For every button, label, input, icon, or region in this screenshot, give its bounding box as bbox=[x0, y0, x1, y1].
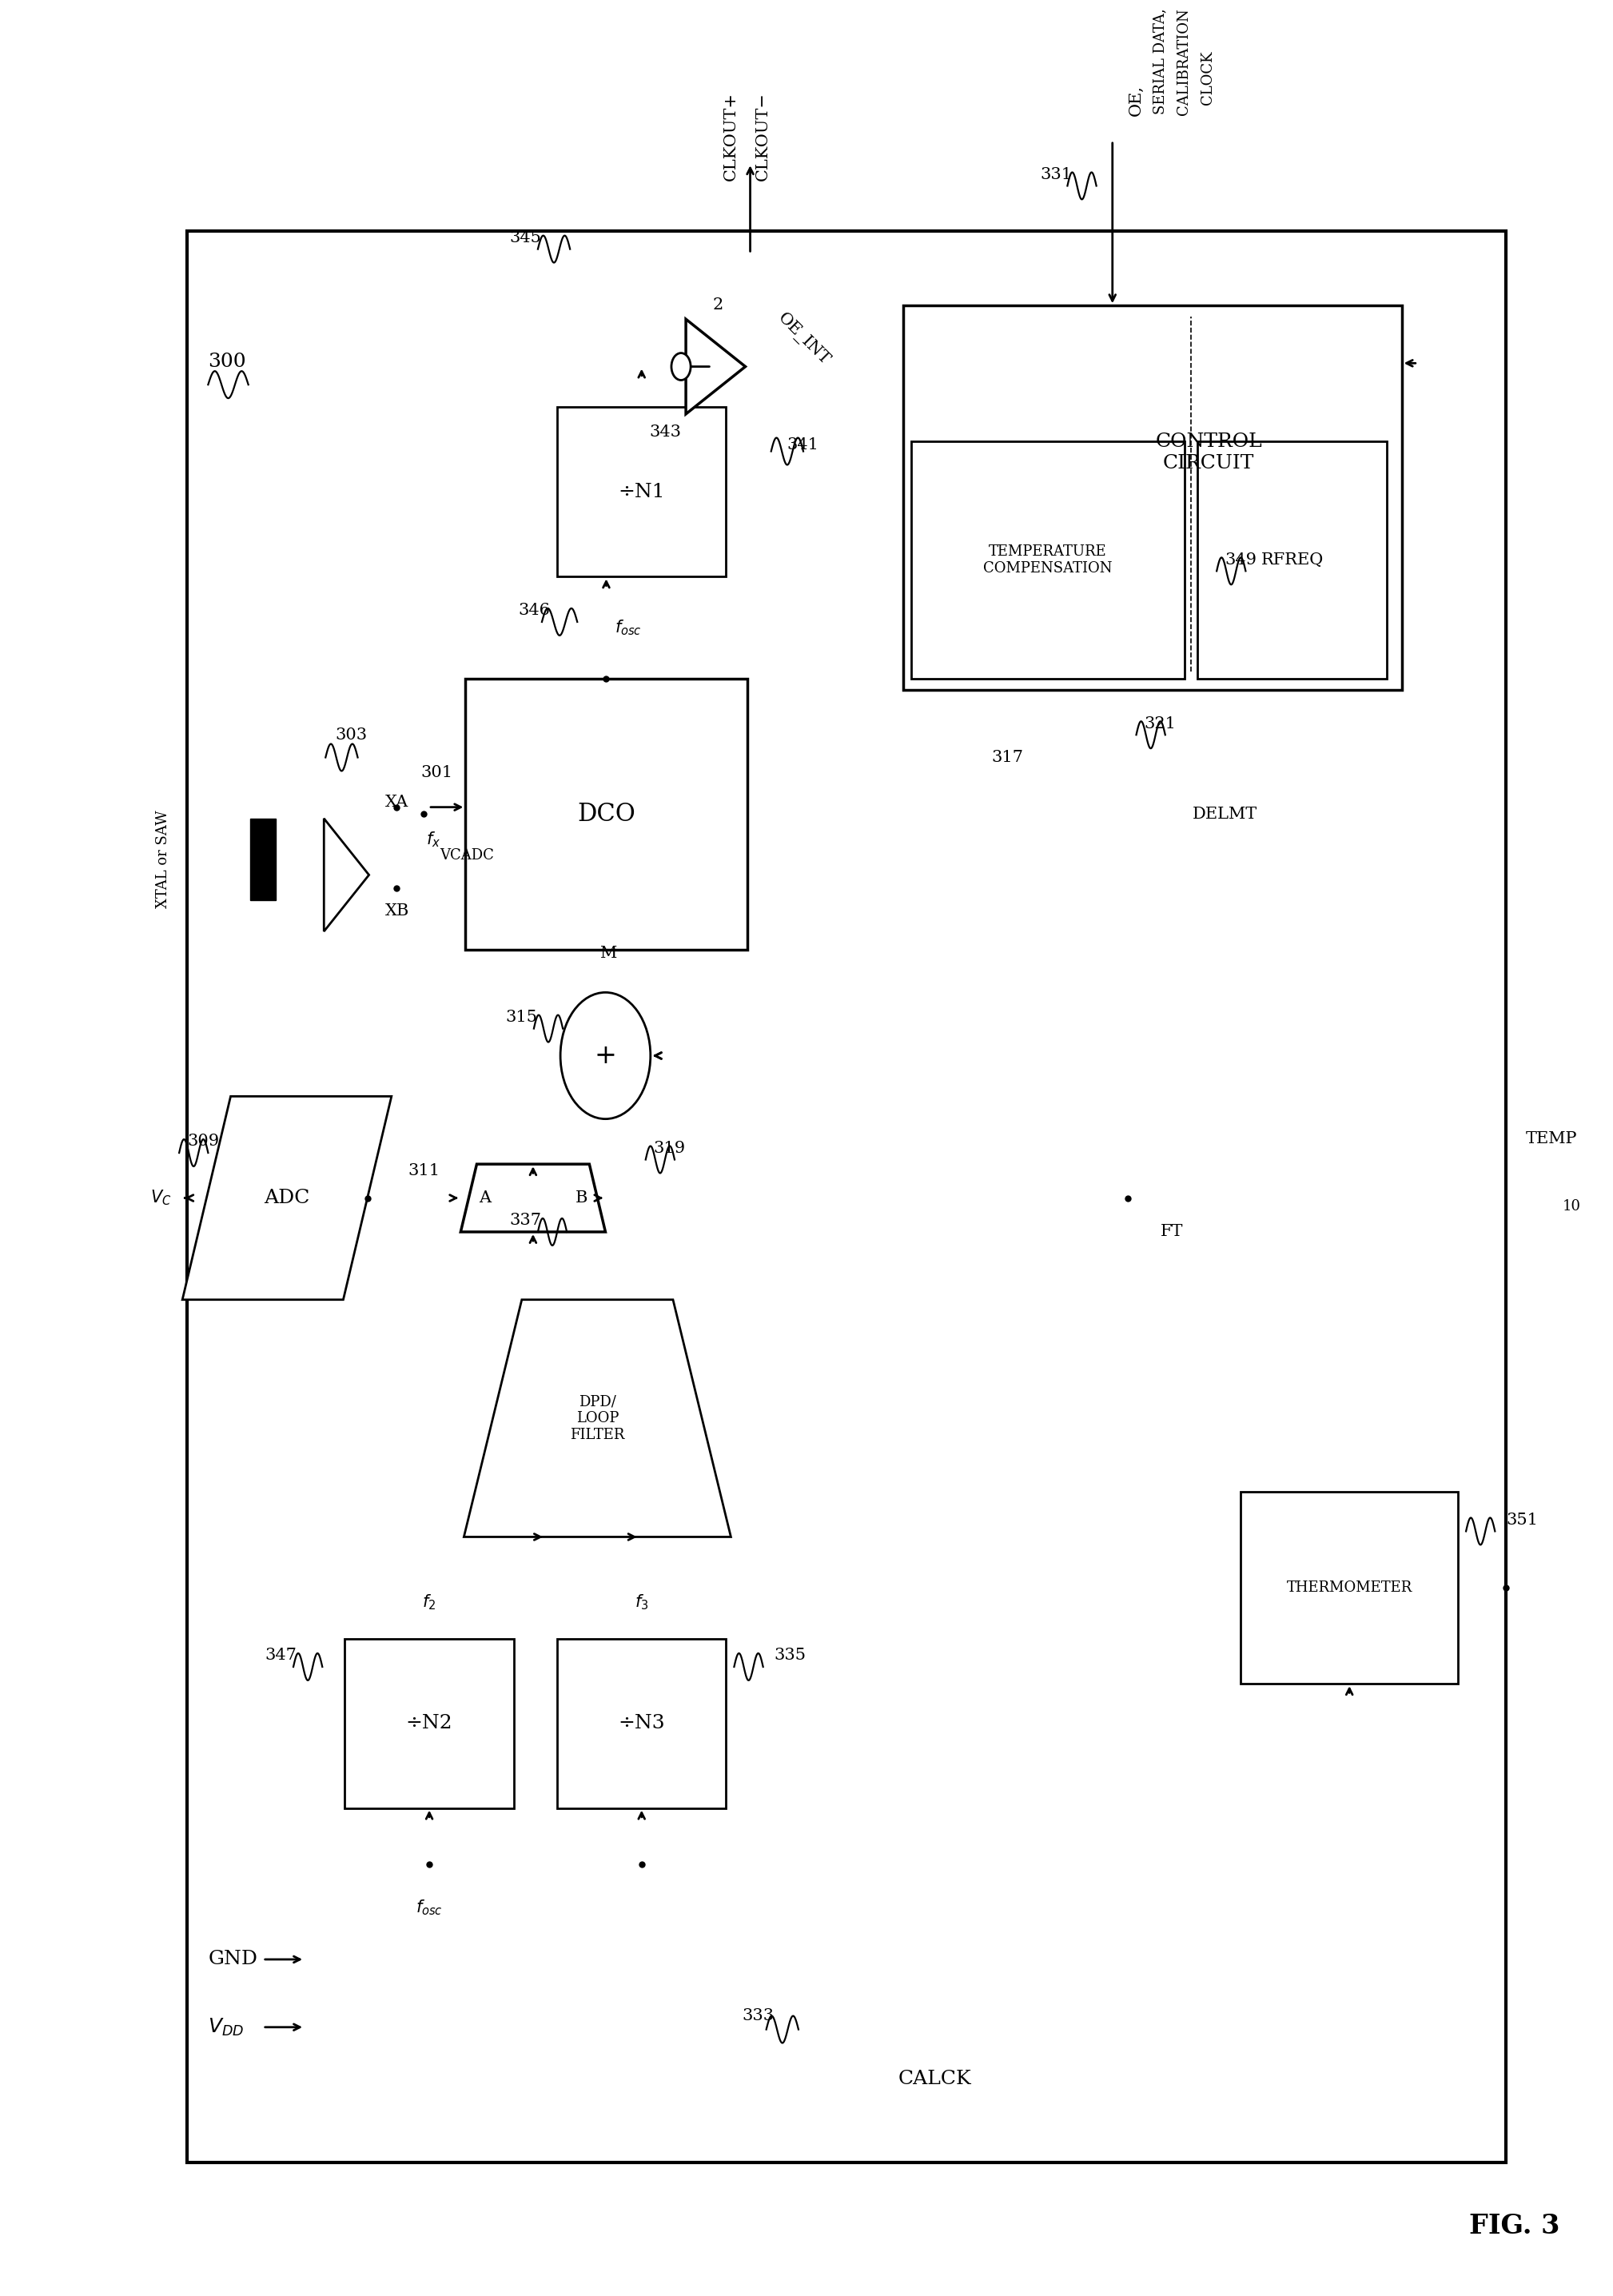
Circle shape bbox=[671, 354, 690, 381]
Text: 10: 10 bbox=[1563, 1199, 1581, 1215]
Text: 317: 317 bbox=[992, 751, 1024, 765]
Text: 333: 333 bbox=[742, 2009, 774, 2023]
Text: CLOCK: CLOCK bbox=[1202, 51, 1215, 103]
Bar bbox=[903, 305, 1402, 689]
Text: M: M bbox=[600, 946, 618, 960]
Polygon shape bbox=[324, 817, 369, 932]
Bar bbox=[466, 677, 747, 951]
Bar bbox=[911, 441, 1184, 677]
Bar bbox=[1240, 1492, 1458, 1683]
Text: $f_3$: $f_3$ bbox=[634, 1593, 648, 1612]
Text: $f_{osc}$: $f_{osc}$ bbox=[615, 618, 642, 636]
Text: 335: 335 bbox=[774, 1649, 806, 1662]
Text: CLKOUT−: CLKOUT− bbox=[755, 92, 771, 181]
Text: CALIBRATION: CALIBRATION bbox=[1177, 9, 1190, 115]
Text: TEMP: TEMP bbox=[1526, 1132, 1578, 1146]
Text: $V_C$: $V_C$ bbox=[150, 1189, 171, 1208]
Text: 2: 2 bbox=[713, 296, 723, 312]
Text: $f_{osc}$: $f_{osc}$ bbox=[416, 1899, 444, 1917]
Text: DELMT: DELMT bbox=[1192, 806, 1258, 822]
Text: 315: 315 bbox=[505, 1010, 537, 1024]
Text: 349: 349 bbox=[1224, 551, 1257, 567]
Text: DCO: DCO bbox=[577, 801, 636, 827]
Text: +: + bbox=[594, 1042, 616, 1068]
Text: $f_2$: $f_2$ bbox=[423, 1593, 436, 1612]
Text: ÷N3: ÷N3 bbox=[618, 1715, 665, 1733]
Text: CLKOUT+: CLKOUT+ bbox=[723, 92, 739, 181]
Text: 346: 346 bbox=[518, 604, 550, 618]
Text: A: A bbox=[479, 1189, 490, 1205]
Bar bbox=[556, 1639, 726, 1807]
Text: B: B bbox=[576, 1189, 587, 1205]
Text: 345: 345 bbox=[510, 230, 540, 246]
Text: XB: XB bbox=[386, 905, 410, 918]
Text: VCADC: VCADC bbox=[440, 847, 494, 863]
Text: RFREQ: RFREQ bbox=[1261, 551, 1324, 567]
Text: ÷N2: ÷N2 bbox=[406, 1715, 453, 1733]
Text: CALCK: CALCK bbox=[898, 2071, 973, 2089]
Text: DPD/
LOOP
FILTER: DPD/ LOOP FILTER bbox=[569, 1394, 624, 1442]
Text: ADC: ADC bbox=[265, 1189, 310, 1208]
Text: CONTROL
CIRCUIT: CONTROL CIRCUIT bbox=[1155, 432, 1261, 473]
Polygon shape bbox=[461, 1164, 605, 1233]
Text: 309: 309 bbox=[187, 1134, 219, 1148]
Circle shape bbox=[560, 992, 650, 1118]
Text: ÷N1: ÷N1 bbox=[618, 482, 665, 501]
Text: 321: 321 bbox=[1144, 716, 1176, 730]
Text: 337: 337 bbox=[510, 1212, 540, 1228]
Text: THERMOMETER: THERMOMETER bbox=[1287, 1580, 1413, 1596]
Text: OE,: OE, bbox=[1129, 85, 1144, 115]
Text: $f_x$: $f_x$ bbox=[426, 829, 440, 850]
Text: 300: 300 bbox=[208, 354, 247, 372]
Bar bbox=[187, 232, 1507, 2163]
Text: 347: 347 bbox=[265, 1649, 297, 1662]
Polygon shape bbox=[465, 1300, 731, 1536]
Polygon shape bbox=[182, 1097, 392, 1300]
Text: 311: 311 bbox=[408, 1164, 440, 1178]
Text: 341: 341 bbox=[787, 436, 819, 452]
Text: 351: 351 bbox=[1507, 1513, 1539, 1527]
Text: GND: GND bbox=[208, 1949, 258, 1968]
Text: 301: 301 bbox=[421, 765, 453, 781]
Text: TEMPERATURE
COMPENSATION: TEMPERATURE COMPENSATION bbox=[984, 544, 1113, 576]
Text: 303: 303 bbox=[336, 728, 368, 742]
Bar bbox=[1197, 441, 1387, 677]
Bar bbox=[250, 817, 276, 900]
Polygon shape bbox=[686, 319, 745, 413]
Bar bbox=[556, 406, 726, 576]
Text: 343: 343 bbox=[650, 425, 682, 441]
Bar bbox=[345, 1639, 515, 1807]
Text: XTAL or SAW: XTAL or SAW bbox=[156, 810, 171, 909]
Text: OE_INT: OE_INT bbox=[774, 310, 832, 370]
Text: 331: 331 bbox=[1040, 168, 1073, 181]
Text: XA: XA bbox=[386, 794, 408, 810]
Text: $V_{DD}$: $V_{DD}$ bbox=[208, 2016, 244, 2037]
Text: FIG. 3: FIG. 3 bbox=[1469, 2213, 1560, 2239]
Text: 319: 319 bbox=[653, 1141, 686, 1155]
Text: FT: FT bbox=[1160, 1224, 1184, 1240]
Text: SERIAL DATA,: SERIAL DATA, bbox=[1153, 9, 1168, 115]
